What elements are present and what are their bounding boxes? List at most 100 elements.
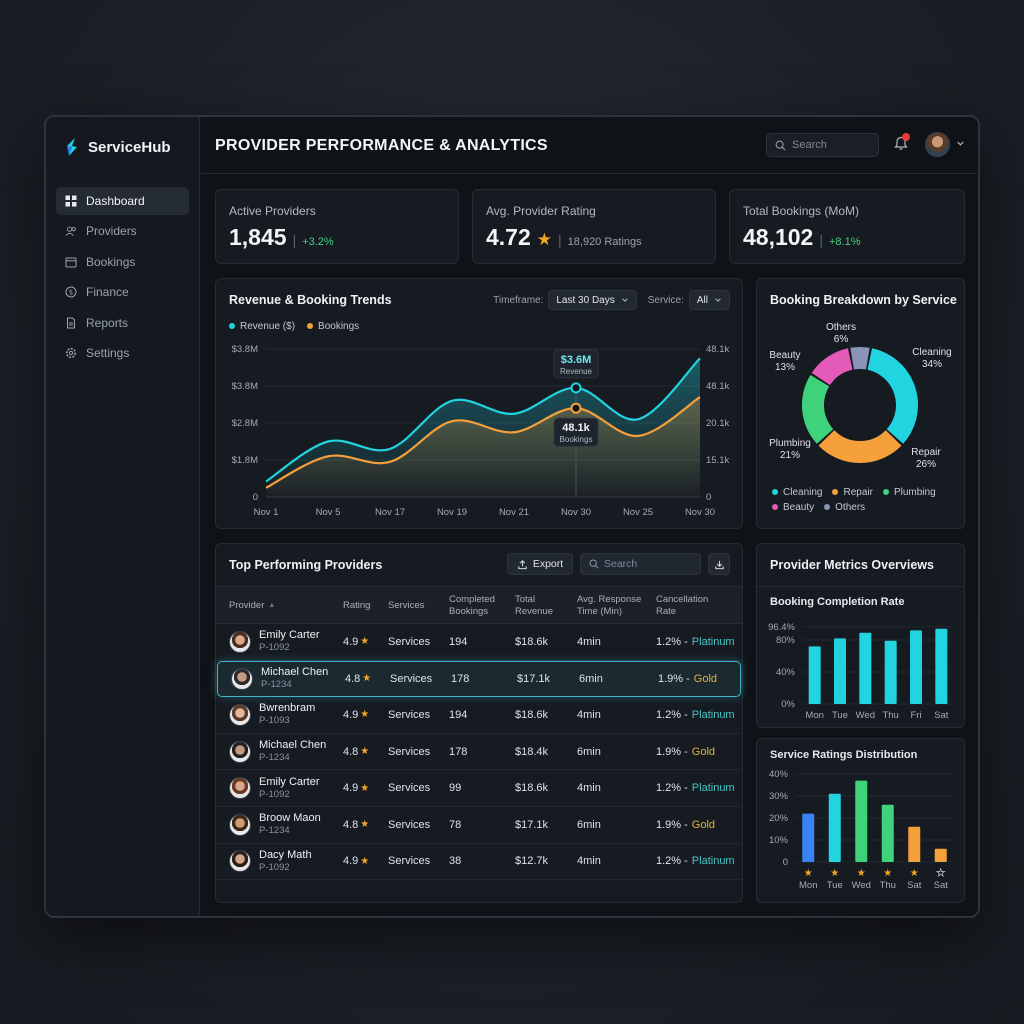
x-tick: Mon <box>805 710 823 721</box>
bookings-point[interactable] <box>570 402 582 414</box>
donut-slice-others[interactable] <box>850 347 870 370</box>
legend-item-beauty[interactable]: Beauty <box>772 502 814 513</box>
column-header-cancellation-rate[interactable]: Cancellation Rate <box>656 594 709 617</box>
avatar <box>231 667 253 690</box>
x-tick: Sat <box>907 880 922 891</box>
table-row[interactable]: Bwrenbram P-1093 4.9 ★ Services 194 $18.6k 4min… <box>216 697 742 734</box>
response-cell: 6min <box>577 745 601 758</box>
completion-rate-chart: 0% 40% 80% 96.4% Mon Tue Wed Thu Fri Sat <box>768 622 954 721</box>
rating-bar[interactable] <box>828 793 841 862</box>
user-avatar[interactable] <box>925 132 950 157</box>
service-select[interactable]: All <box>688 290 730 310</box>
provider-name[interactable]: Bwrenbram <box>259 702 316 715</box>
page-title: PROVIDER PERFORMANCE & ANALYTICS <box>215 137 548 154</box>
donut-card: Booking Breakdown by Service Others 6% Be… <box>756 278 965 529</box>
table-row[interactable]: Emily Carter P-1092 4.9 ★ Services 99 $18.6k 4m… <box>216 770 742 807</box>
completion-bar[interactable] <box>834 638 846 704</box>
completion-bar[interactable] <box>859 632 872 704</box>
trends-legend: Revenue ($) Bookings <box>229 321 359 332</box>
y-tick-left: $2.8M <box>232 418 258 429</box>
rating-value: 4.8 <box>343 818 359 831</box>
rating-bar[interactable] <box>881 804 894 862</box>
search-input[interactable]: Search <box>766 133 879 157</box>
star-icon: ★ <box>536 230 553 249</box>
provider-id: P-1234 <box>259 752 290 764</box>
table-search-placeholder: Search <box>604 558 638 570</box>
brand[interactable]: ServiceHub <box>64 137 171 157</box>
rating-bar[interactable] <box>855 780 868 862</box>
tier-badge: Platinum <box>691 708 735 721</box>
svg-text:$: $ <box>69 289 73 297</box>
column-header-completed-bookings[interactable]: Completed Bookings <box>449 594 495 617</box>
table-row[interactable]: Broow Maon P-1234 4.8 ★ Services 78 $17.1k 6min… <box>216 807 742 844</box>
table-search-input[interactable]: Search <box>580 553 701 575</box>
provider-name[interactable]: Emily Carter <box>259 629 320 642</box>
avatar <box>229 850 251 873</box>
y-tick: 40% <box>769 769 789 780</box>
legend-item-repair[interactable]: Repair <box>832 487 873 498</box>
chevron-down-icon[interactable] <box>956 139 965 148</box>
donut-slice-repair[interactable] <box>818 429 902 463</box>
column-header-services[interactable]: Services <box>388 600 425 611</box>
legend-label: Cleaning <box>783 487 823 498</box>
rating-bar[interactable] <box>802 813 815 862</box>
kpi-value: 48,102 <box>743 224 814 250</box>
legend-item-bookings[interactable]: Bookings <box>307 321 359 332</box>
avatar <box>229 777 251 800</box>
legend-item-plumbing[interactable]: Plumbing <box>882 487 936 498</box>
provider-name[interactable]: Michael Chen <box>259 739 327 752</box>
timeframe-label: Timeframe: <box>493 294 544 306</box>
legend-label: Revenue ($) <box>240 321 296 332</box>
completion-bar[interactable] <box>808 646 821 704</box>
sidebar-item-label: Dashboard <box>86 194 145 208</box>
column-header-response-time[interactable]: Avg. Response Time (Min) <box>577 594 642 617</box>
download-button[interactable] <box>708 553 730 575</box>
rating-bar[interactable] <box>908 826 921 862</box>
completion-bar[interactable] <box>910 630 922 704</box>
provider-name[interactable]: Emily Carter <box>259 775 320 788</box>
revenue-point[interactable] <box>570 382 582 394</box>
donut-label-plumbing: Plumbing 21% <box>769 438 811 461</box>
donut-label-others: Others 6% <box>825 322 856 345</box>
legend-item-cleaning[interactable]: Cleaning <box>772 487 822 498</box>
kpi-divider: | <box>292 232 297 248</box>
legend-item-others[interactable]: Others <box>824 502 865 513</box>
download-icon <box>714 560 724 569</box>
sidebar-item-dashboard[interactable]: Dashboard <box>56 187 189 215</box>
export-button[interactable]: Export <box>507 553 573 575</box>
legend-item-revenue[interactable]: Revenue ($) <box>229 321 295 332</box>
x-tick: Thu <box>882 710 898 721</box>
donut-slice-cleaning[interactable] <box>866 348 918 444</box>
provider-name[interactable]: Broow Maon <box>259 812 321 825</box>
rating-value: 4.9 <box>343 635 359 648</box>
tier-badge: Platinum <box>691 635 735 648</box>
table-header: Provider ▲ Rating Services Completed Book… <box>216 586 742 624</box>
donut-slice-beauty[interactable] <box>811 348 854 386</box>
column-header-provider[interactable]: Provider ▲ <box>229 600 276 611</box>
timeframe-select[interactable]: Last 30 Days <box>548 290 637 310</box>
table-row[interactable]: Michael Chen P-1234 4.8 ★ Services 178 $18.4k 6… <box>216 734 742 771</box>
provider-name[interactable]: Dacy Math <box>259 848 312 861</box>
x-tick: Sat <box>934 710 949 721</box>
sidebar-item-finance[interactable]: $ Finance <box>56 278 189 306</box>
completion-bar[interactable] <box>935 628 948 704</box>
sidebar-item-label: Reports <box>86 315 129 330</box>
bookings-cell: 38 <box>449 855 462 868</box>
y-tick: 96.4% <box>768 622 795 633</box>
donut-slice-plumbing[interactable] <box>802 374 834 444</box>
table-row[interactable]: Emily Carter P-1092 4.9 ★ Services 194 $18.6k 4… <box>216 624 742 661</box>
provider-name[interactable]: Michael Chen <box>261 666 329 679</box>
sidebar-item-providers[interactable]: Providers <box>56 217 189 245</box>
sidebar-item-bookings[interactable]: Bookings <box>56 248 189 276</box>
notification-button[interactable] <box>894 133 910 156</box>
column-header-rating[interactable]: Rating <box>343 600 371 611</box>
sidebar-item-reports[interactable]: Reports <box>56 309 189 337</box>
sidebar-item-settings[interactable]: Settings <box>56 339 189 367</box>
table-row[interactable]: Dacy Math P-1092 4.9 ★ Services 38 $12.7k 4min 1… <box>216 844 742 881</box>
cancellation-rate: 1.9% - <box>656 745 688 758</box>
completion-bar[interactable] <box>884 640 897 704</box>
rating-bar[interactable] <box>934 848 947 862</box>
cancellation-rate: 1.2% - <box>656 635 688 648</box>
table-row[interactable]: Michael Chen P-1234 4.8 ★ Services 178 $17.1k 6… <box>217 660 741 698</box>
column-header-total-revenue[interactable]: Total Revenue <box>515 594 554 617</box>
